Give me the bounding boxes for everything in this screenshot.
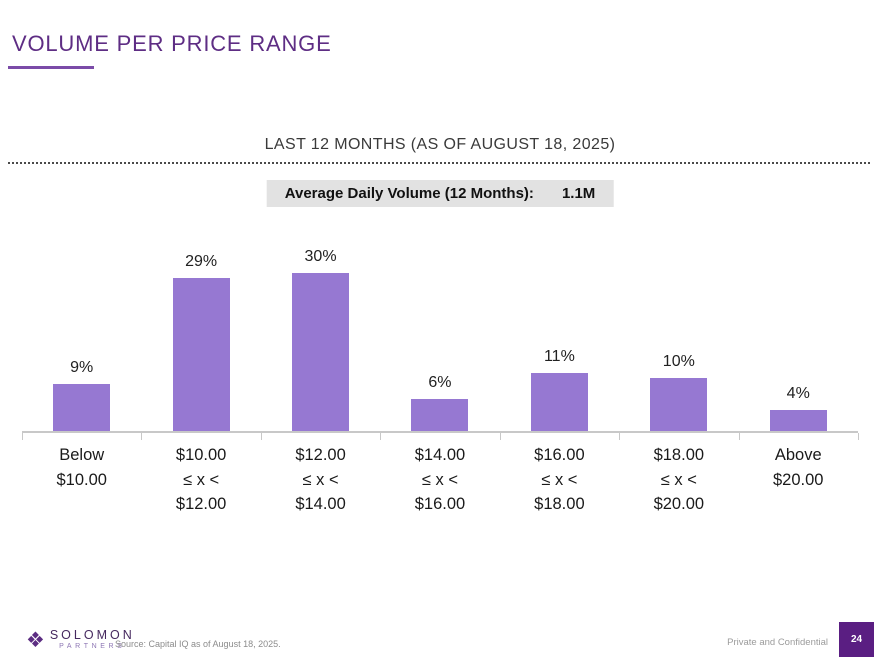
- average-daily-volume-callout: Average Daily Volume (12 Months): 1.1M: [266, 180, 614, 207]
- bar: [292, 273, 350, 431]
- bar-column: 30%: [261, 243, 380, 431]
- bar-value-label: 6%: [428, 374, 452, 392]
- axis-tick: [738, 433, 740, 440]
- bar-column: 9%: [22, 243, 141, 431]
- bar: [769, 409, 827, 431]
- logo-line1: SOLOMON: [49, 628, 135, 642]
- bar: [530, 373, 588, 431]
- x-axis-label: $14.00 ≤ x < $16.00: [414, 446, 466, 513]
- bar-column: 11%: [500, 243, 619, 431]
- bar: [172, 278, 230, 431]
- bar-value-label: 9%: [70, 358, 94, 376]
- logo-line2: PARTNERS: [59, 643, 126, 650]
- bar-column: 6%: [380, 243, 499, 431]
- bar-column: 4%: [739, 243, 858, 431]
- axis-tick: [380, 433, 382, 440]
- bar-column: 29%: [141, 243, 260, 431]
- page-number: 24: [850, 634, 863, 645]
- bar-value-label: 29%: [185, 253, 218, 271]
- callout-value: 1.1M: [561, 185, 596, 202]
- page-title: VOLUME PER PRICE RANGE: [12, 31, 332, 56]
- chart-title: LAST 12 MONTHS (AS OF AUGUST 18, 2025): [264, 136, 616, 153]
- axis-tick: [499, 433, 501, 440]
- bar-value-label: 10%: [662, 353, 695, 371]
- axis-tick: [141, 433, 143, 440]
- x-axis-label: Above $20.00: [773, 446, 824, 489]
- axis-tick: [858, 433, 859, 440]
- bar-chart-plot: 9% 29% 30% 6% 11% 10% 4%: [22, 243, 858, 431]
- page-number-box: 24: [839, 622, 874, 657]
- bar: [650, 378, 708, 431]
- axis-tick: [619, 433, 621, 440]
- title-underline: [8, 66, 94, 69]
- bar: [411, 399, 469, 431]
- logo-wordmark: SOLOMON PARTNERS: [50, 629, 135, 651]
- solomon-partners-logo: ❖ SOLOMON PARTNERS: [26, 629, 135, 651]
- bar-value-label: 30%: [304, 248, 337, 265]
- x-axis-label: $16.00 ≤ x < $18.00: [534, 446, 585, 513]
- confidentiality-note: Private and Confidential: [727, 637, 828, 648]
- x-axis-label: $10.00 ≤ x < $12.00: [175, 446, 227, 513]
- x-axis-label: $12.00 ≤ x < $14.00: [295, 446, 346, 513]
- callout-label: Average Daily Volume (12 Months):: [284, 185, 534, 202]
- x-axis-baseline: [22, 431, 859, 441]
- source-note: Source: Capital IQ as of August 18, 2025…: [115, 639, 281, 649]
- bar-column: 10%: [619, 243, 738, 431]
- woven-diamond-icon: ❖: [26, 628, 45, 652]
- bar-value-label: 11%: [543, 348, 575, 366]
- x-axis-label: Below $10.00: [56, 446, 107, 489]
- dotted-divider: [8, 162, 872, 164]
- x-axis-labels: Below $10.00 $10.00 ≤ x < $12.00 $12.00 ≤ x < $…: [22, 443, 858, 517]
- axis-tick: [22, 433, 23, 440]
- axis-tick: [260, 433, 262, 440]
- bar: [53, 383, 111, 431]
- bar-value-label: 4%: [786, 384, 810, 402]
- x-axis-label: $18.00 ≤ x < $20.00: [653, 446, 705, 513]
